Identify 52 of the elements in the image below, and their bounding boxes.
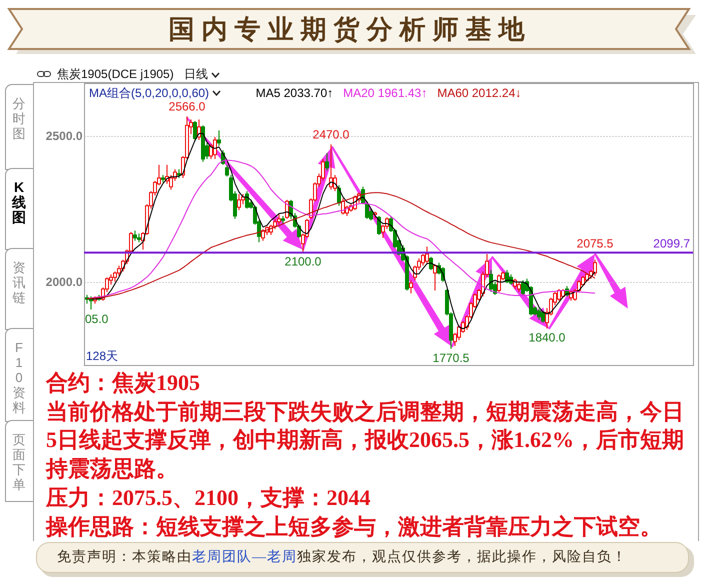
candlestick [541,310,545,324]
candlestick [277,214,281,226]
text: 分时图 [12,96,26,141]
annotation: 2100.0 [284,254,322,268]
annotation: 05.0 [85,312,108,326]
annotation: MA组合(5,0,20,0,0,60) [89,86,210,100]
candlestick [377,215,381,236]
ref-line-label: 2099.7 [653,236,690,251]
chart-title: 国内专业期货分析师基地 [168,13,532,46]
candlestick [369,208,373,221]
annotation: 2075.5 [576,236,614,251]
y-tick-label: 2000.0 [46,275,83,290]
candlestick [261,228,265,242]
text: F10资料 [12,340,26,415]
text: 当前价格处于前期三段下跌失败之后调整期，短期震荡走高，今日5日线起支撑反弹，创中期新高，报收2065.5，涨1.62%，后市短期持震荡思路。 [46,398,685,484]
text: MA60 2012.24↓ [437,86,522,100]
candlestick [325,152,329,172]
candlestick [537,308,541,320]
candlestick [193,120,197,142]
candlestick [433,264,437,291]
candlestick [489,270,493,292]
text: 日线 [184,67,208,81]
annotation: 2470.0 [312,127,350,142]
annotation: 1840.0 [528,330,566,344]
candlestick [517,281,521,292]
candlestick [409,280,413,294]
text: 资讯链 [12,260,26,305]
text: 焦炭1905(DCE j1905) [57,67,174,81]
candlestick [429,256,433,271]
text: MA20 1961.43↑ [343,86,428,100]
annotation: 1770.5 [432,350,470,365]
candlestick [237,194,241,211]
text: MA5 2033.70↑ [256,86,334,100]
text: 压力：2075.5、2100，支撑：2044 [46,484,370,512]
candlestick [217,130,221,146]
text: 老周团队—老周 [192,550,297,565]
candlestick [245,190,249,210]
candlestick [497,274,501,292]
text: 合约：焦炭1905 [46,369,200,397]
annotation: 128天 [86,349,118,363]
y-tick-label: 2500.0 [46,129,83,144]
candlestick [213,136,217,160]
text: 免责声明：本策略由 [57,550,192,565]
text: 操作思路：短线支撑之上短多参与，激进者背靠压力之下试空。 [46,512,662,541]
annotation: 2566.0 [168,99,206,114]
candlestick [425,246,429,265]
text: 独家发布，观点仅供参考，据此操作，风险自负！ [297,550,627,565]
candlestick [133,230,137,242]
candlestick [521,280,525,296]
candlestick [593,259,597,276]
text: K线图 [12,179,26,225]
text: 页面下单 [12,432,26,492]
